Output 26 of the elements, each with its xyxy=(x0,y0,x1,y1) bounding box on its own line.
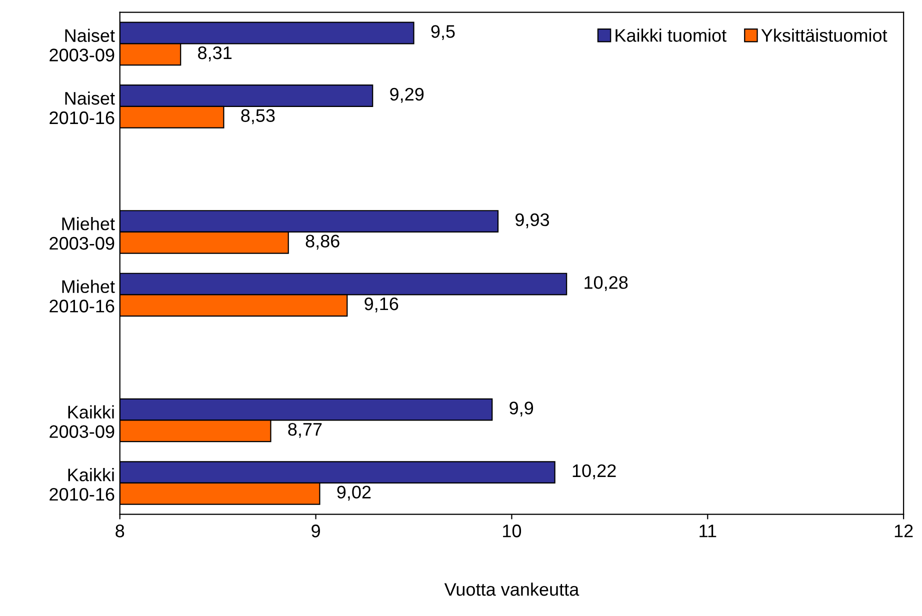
data-label: 9,16 xyxy=(364,297,398,312)
y-tick-label: Miehet 2010-16 xyxy=(50,280,115,312)
x-tick-label: 11 xyxy=(700,524,716,538)
x-tick-label: 10 xyxy=(503,524,522,538)
x-tick-label: 8 xyxy=(116,524,124,538)
data-label: 10,28 xyxy=(584,276,628,292)
data-label: 8,86 xyxy=(306,234,340,250)
y-tick-label: Kaikki 2003-09 xyxy=(50,405,114,438)
y-tick-label: Kaikki 2010-16 xyxy=(50,468,114,501)
x-tick-label: 12 xyxy=(894,524,913,538)
y-tick-label: Naiset 2010-16 xyxy=(50,91,115,124)
data-label: 9,29 xyxy=(390,88,424,103)
data-label: 9,5 xyxy=(431,25,455,40)
y-tick-label: Miehet 2003-09 xyxy=(50,217,115,250)
legend-label: Yksittäistuomiot xyxy=(761,28,888,42)
data-label: 10,22 xyxy=(572,464,616,480)
x-tick-label: 9 xyxy=(312,524,320,538)
data-label: 8,31 xyxy=(198,46,232,62)
data-label: 8,53 xyxy=(241,109,275,124)
data-label: 9,9 xyxy=(510,402,534,417)
legend-label: Kaikki tuomiot xyxy=(616,28,726,42)
data-label: 8,77 xyxy=(288,422,322,438)
data-label: 9,02 xyxy=(337,486,371,501)
x-axis-title: Vuotta vankeutta xyxy=(444,582,580,596)
y-tick-label: Naiset 2003-09 xyxy=(50,28,115,62)
data-label: 9,93 xyxy=(516,213,550,228)
